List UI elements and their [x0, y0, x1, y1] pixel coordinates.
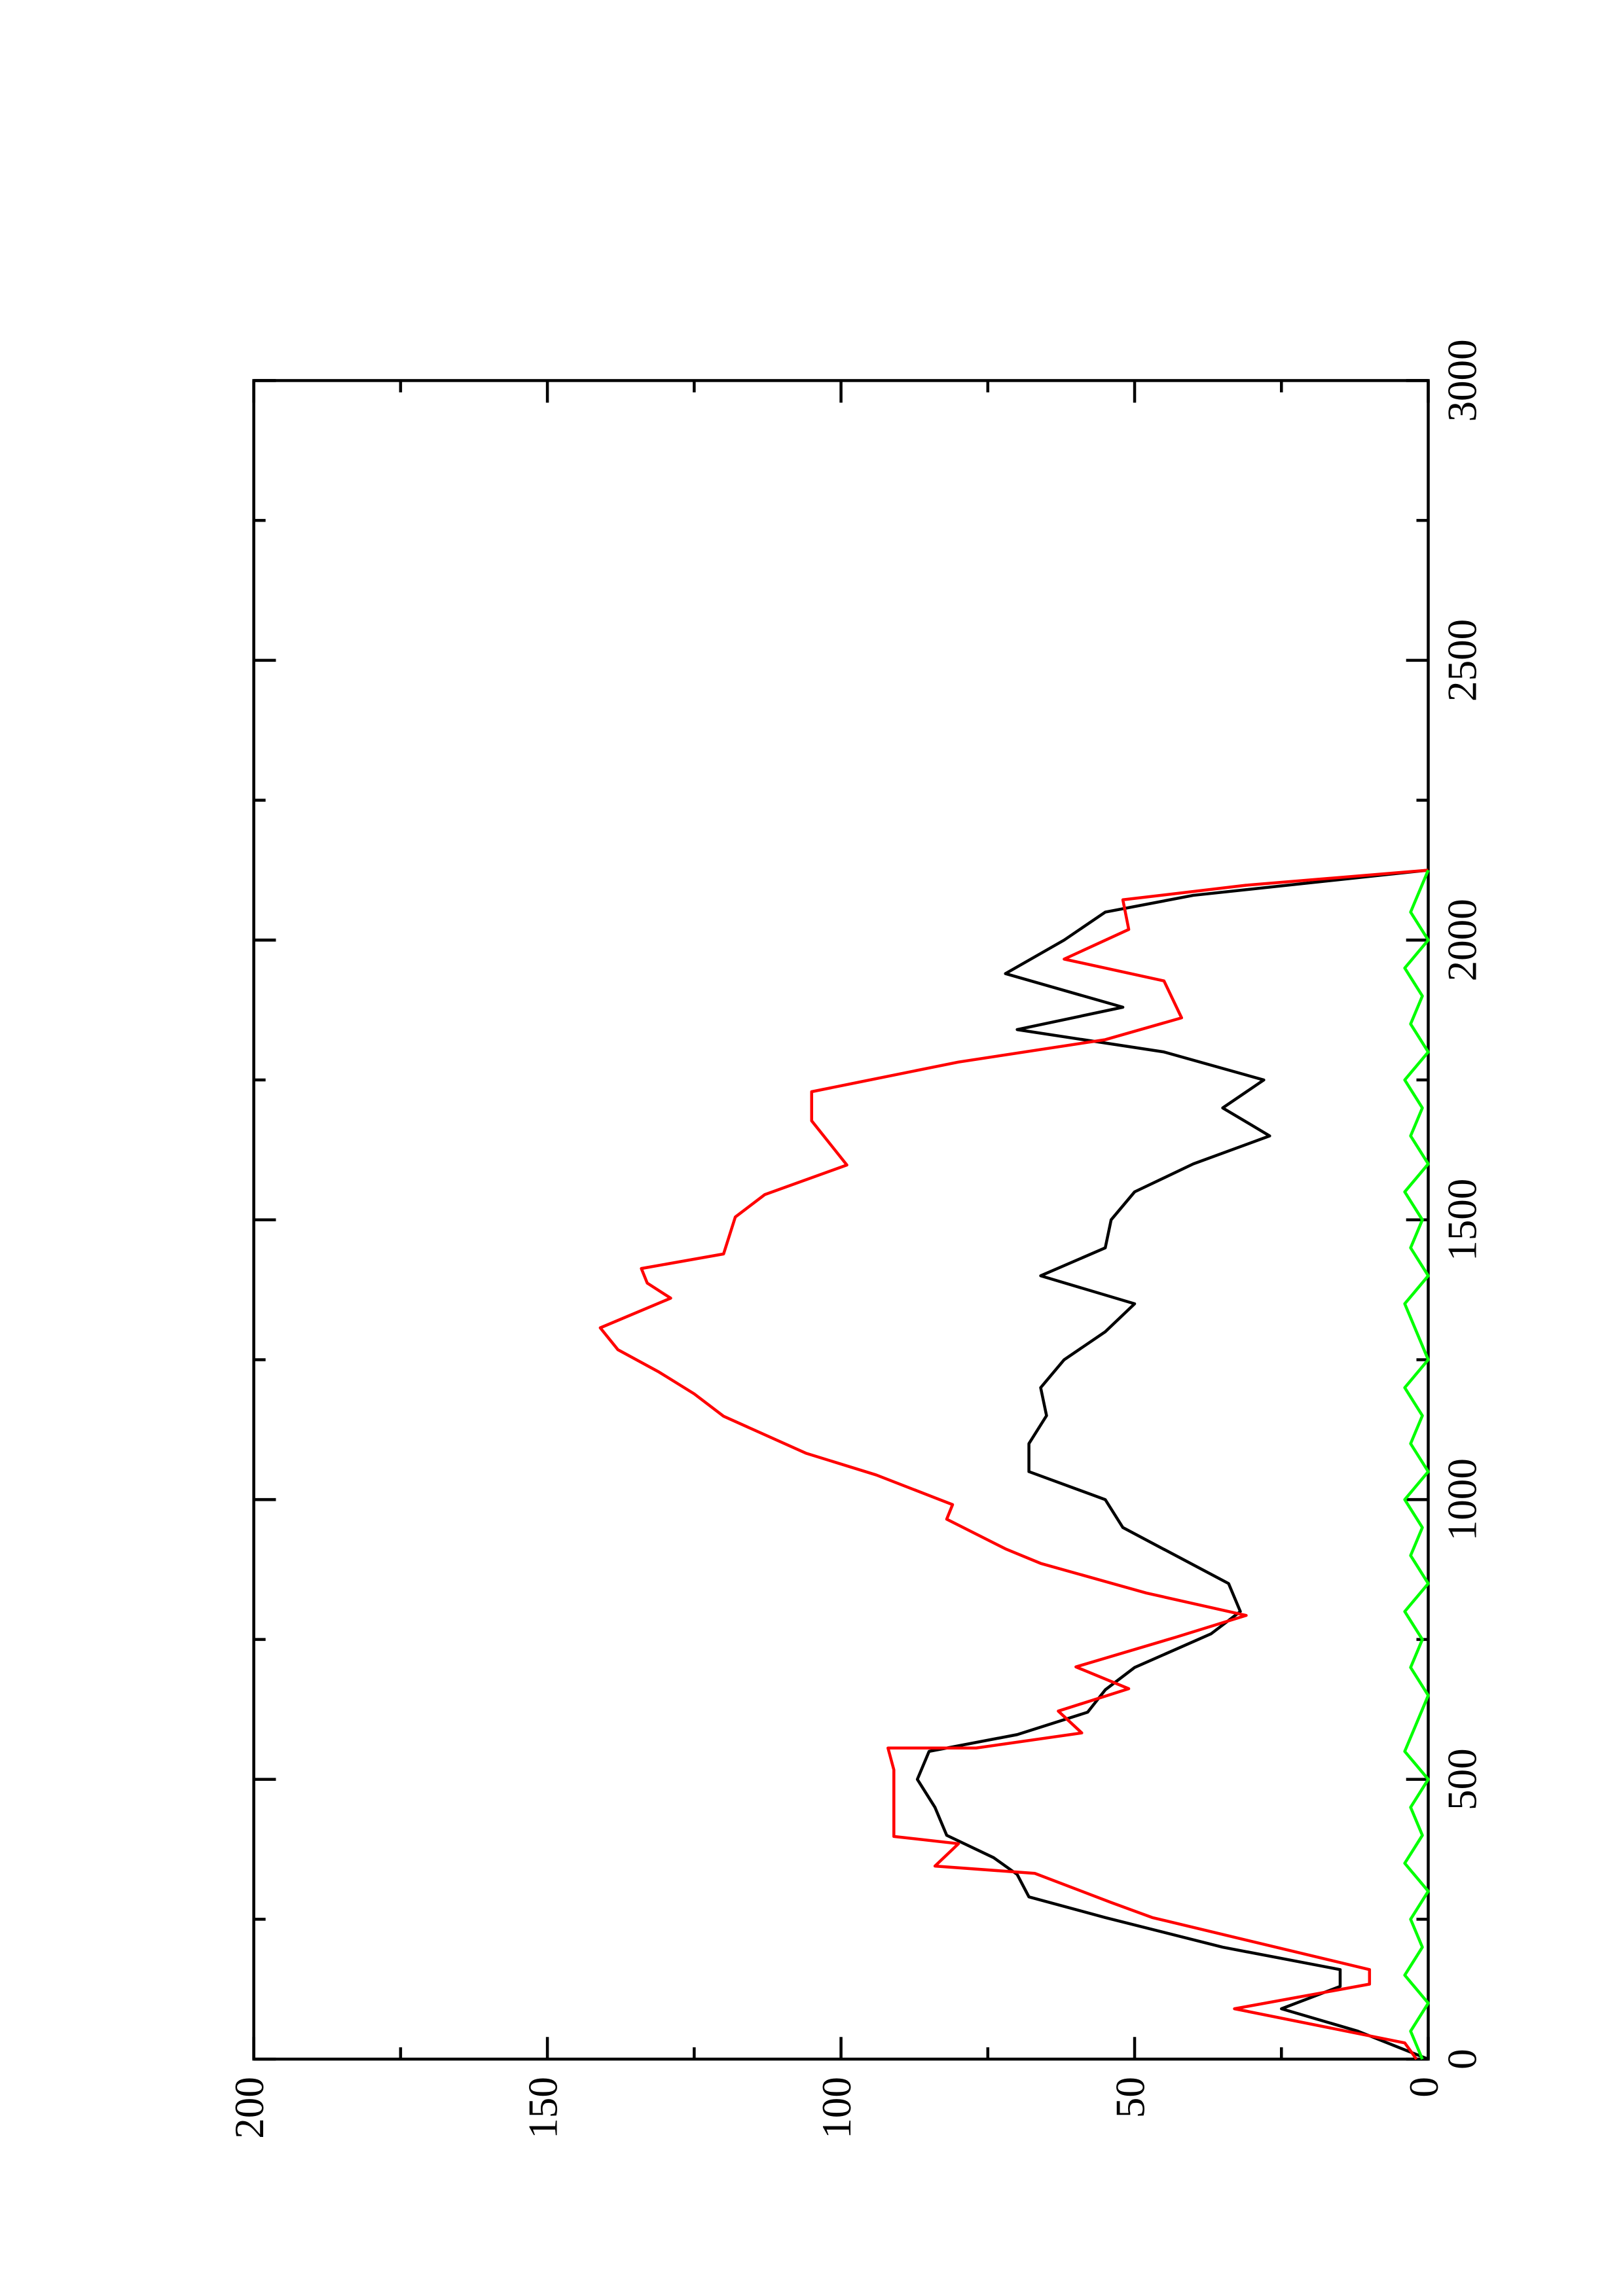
x-tick-label: 1000 — [1440, 1458, 1486, 1541]
x-tick-label: 500 — [1440, 1748, 1486, 1810]
x-tick-label: 3000 — [1440, 339, 1486, 422]
series-line — [598, 869, 1429, 2060]
x-tick-label: 0 — [1440, 2049, 1486, 2070]
series-line — [915, 869, 1429, 2061]
y-tick-label: 150 — [520, 2077, 566, 2139]
y-tick-label: 100 — [814, 2077, 860, 2139]
y-tick-label: 0 — [1401, 2077, 1447, 2098]
x-tick-label: 2000 — [1440, 899, 1486, 981]
plot-area: 0 500 1000 1500 2000 2500 3000 0 50 100 150 200 — [227, 339, 1485, 2138]
y-tick-label: 200 — [227, 2077, 272, 2139]
x-tick-label: 1500 — [1440, 1179, 1486, 1261]
axes-frame — [252, 379, 1430, 2061]
x-tick-label: 2500 — [1440, 619, 1486, 702]
series-line — [1403, 869, 1430, 2060]
y-tick-label: 50 — [1108, 2077, 1154, 2118]
